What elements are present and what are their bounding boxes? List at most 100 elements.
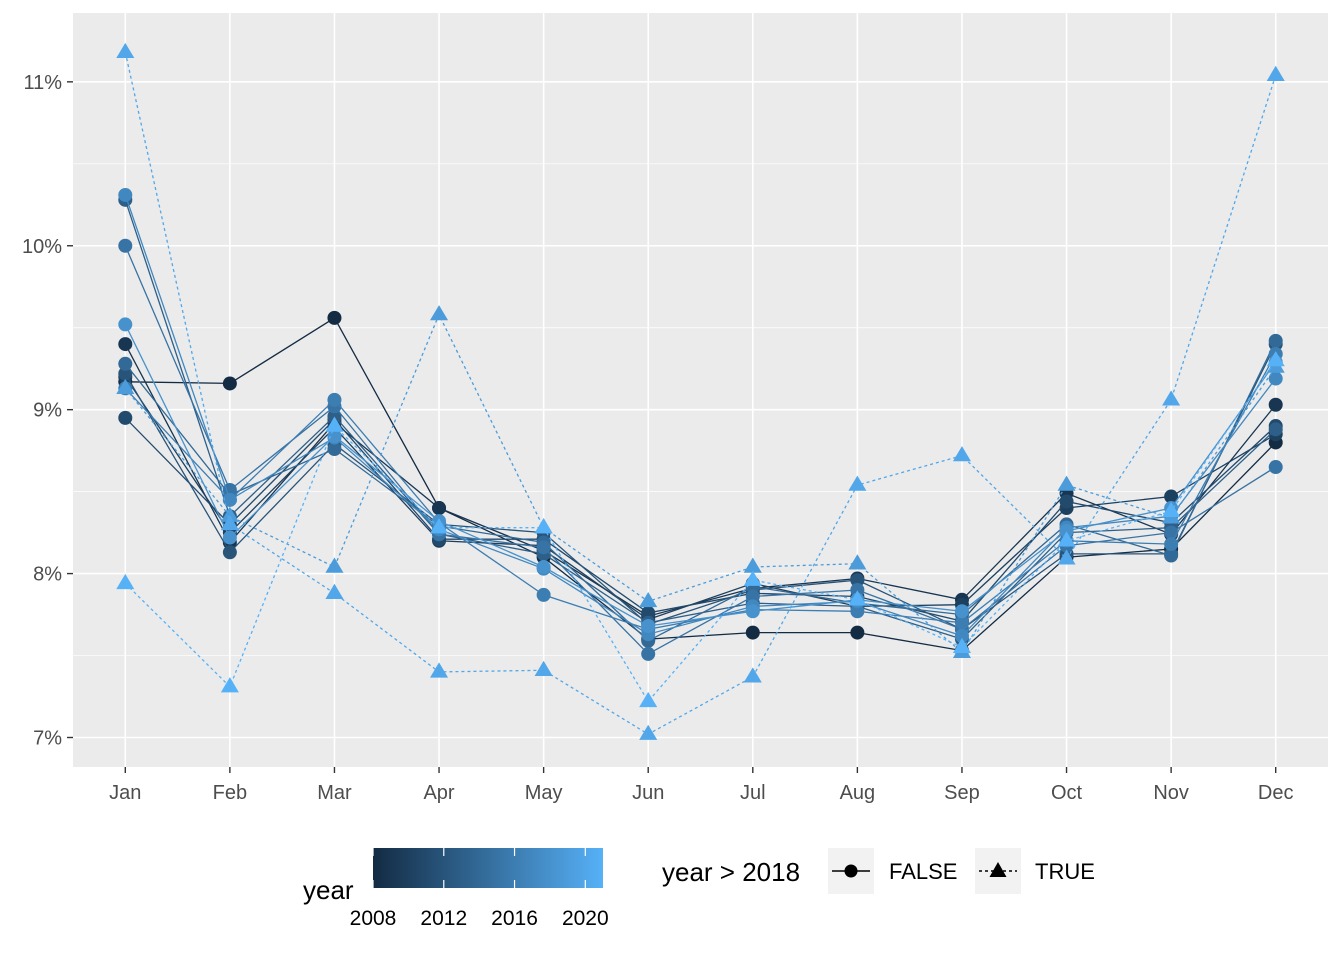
data-point-circle <box>536 560 551 575</box>
shape-legend-label-true: TRUE <box>1035 859 1095 884</box>
colorbar <box>373 848 603 888</box>
x-tick-label: Nov <box>1153 782 1189 804</box>
data-point-circle <box>1268 460 1283 475</box>
data-point-circle <box>954 604 969 619</box>
data-point-circle <box>536 540 551 555</box>
colorbar-ticks: 2008 2012 2016 2020 <box>350 848 609 930</box>
data-point-circle <box>1059 494 1074 509</box>
data-point-triangle <box>848 590 867 606</box>
series-line <box>124 376 1277 621</box>
data-point-circle <box>327 428 342 443</box>
data-point-circle <box>850 573 865 588</box>
data-point-triangle <box>220 506 239 522</box>
x-tick-label: May <box>525 782 563 804</box>
data-point-circle <box>432 501 447 516</box>
series-2015 <box>118 238 1283 661</box>
data-point-circle <box>1164 489 1179 504</box>
data-point-circle <box>1268 371 1283 386</box>
data-point-circle <box>745 604 760 619</box>
data-point-triangle <box>430 518 449 534</box>
data-point-circle <box>1164 537 1179 552</box>
data-point-triangle <box>639 724 658 740</box>
data-point-circle <box>1268 422 1283 437</box>
data-point-triangle <box>743 570 762 586</box>
data-point-triangle <box>743 557 762 573</box>
data-point-circle <box>222 530 237 545</box>
x-tick-label: Apr <box>423 782 454 804</box>
x-tick-label: Sep <box>944 782 980 804</box>
data-point-circle <box>536 587 551 602</box>
data-point-triangle <box>639 691 658 708</box>
data-point-circle <box>850 625 865 640</box>
x-tick-label: Aug <box>840 782 876 804</box>
data-point-triangle <box>534 660 553 676</box>
series-line <box>125 316 1277 652</box>
data-point-circle <box>118 238 133 253</box>
series-line <box>124 324 1277 627</box>
data-point-circle <box>118 337 133 352</box>
data-point-triangle <box>952 637 971 654</box>
y-tick-label: 10% <box>22 236 62 258</box>
series-line <box>124 417 1277 622</box>
data-point-triangle <box>1057 531 1076 547</box>
data-point-triangle <box>325 557 344 573</box>
gridlines <box>73 13 1328 767</box>
data-point-circle <box>850 582 865 597</box>
data-point-triangle <box>116 378 135 395</box>
data-point-triangle <box>220 677 239 693</box>
series-line <box>124 194 1277 637</box>
data-point-triangle <box>1162 501 1181 517</box>
data-point-circle <box>118 317 133 332</box>
x-tick-label: Feb <box>213 782 247 804</box>
x-axis: Jan Feb Mar Apr May Jun Jul Aug Sep Oct Nov Dec <box>109 767 1293 804</box>
x-tick-label: Jul <box>740 782 766 804</box>
series-line <box>124 343 1277 617</box>
data-point-triangle <box>325 583 344 599</box>
colorbar-label: 2020 <box>562 907 609 930</box>
data-point-circle <box>1268 333 1283 348</box>
data-point-triangle <box>1057 549 1076 565</box>
x-tick-label: Jun <box>632 782 664 804</box>
data-point-circle <box>1164 525 1179 540</box>
data-point-circle <box>327 310 342 325</box>
data-point-triangle <box>952 446 971 462</box>
data-point-circle <box>745 589 760 604</box>
data-point-circle <box>641 646 656 661</box>
data-point-circle <box>118 410 133 425</box>
plot-panel <box>73 13 1328 767</box>
y-tick-label: 8% <box>33 564 62 586</box>
shape-legend-label-false: FALSE <box>889 859 957 884</box>
data-point-circle <box>222 492 237 507</box>
data-point-circle <box>222 545 237 560</box>
x-tick-label: Oct <box>1051 782 1083 804</box>
colorbar-label: 2016 <box>491 907 538 930</box>
data-point-triangle <box>1266 65 1285 81</box>
data-point-triangle <box>116 42 135 59</box>
data-point-circle <box>641 605 656 620</box>
data-point-circle <box>118 187 133 202</box>
data-point-circle <box>850 604 865 619</box>
data-point-triangle <box>430 662 449 678</box>
data-point-circle <box>118 356 133 371</box>
data-point-triangle <box>743 667 762 683</box>
data-point-circle <box>954 615 969 630</box>
y-tick-label: 9% <box>33 400 62 422</box>
y-axis: 7% 8% 9% 10% 11% <box>22 72 73 749</box>
data-point-triangle <box>1057 475 1076 491</box>
data-point-circle <box>327 392 342 407</box>
x-tick-label: Jan <box>109 782 141 804</box>
data-point-triangle <box>1266 350 1285 367</box>
data-point-triangle <box>534 518 553 534</box>
data-point-triangle <box>1162 390 1181 406</box>
series-line <box>124 52 1277 735</box>
data-point-triangle <box>639 591 658 608</box>
x-tick-label: Mar <box>317 782 352 804</box>
data-point-circle <box>745 625 760 640</box>
y-tick-label: 11% <box>23 72 62 94</box>
data-point-triangle <box>325 416 344 432</box>
data-point-circle <box>118 366 133 381</box>
series-line <box>124 353 1277 630</box>
series-2021 <box>116 350 1285 708</box>
